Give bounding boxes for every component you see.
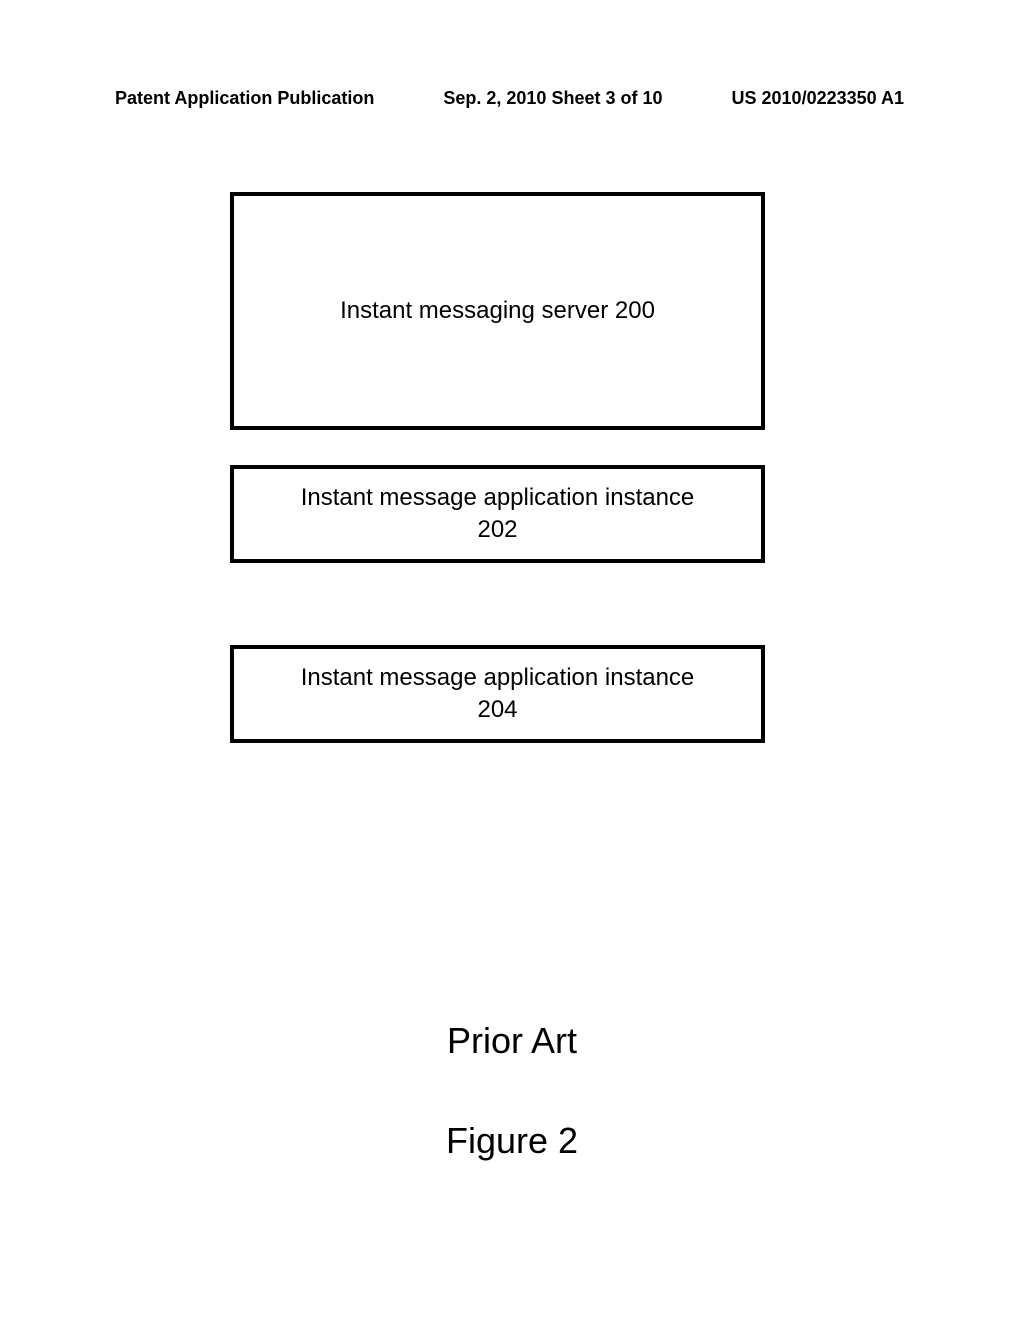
caption-prior-art: Prior Art xyxy=(0,1020,1024,1062)
diagram-box-instance-1: Instant message application instance202 xyxy=(230,465,765,563)
diagram-box-instance-2: Instant message application instance204 xyxy=(230,645,765,743)
header-publication-number: US 2010/0223350 A1 xyxy=(732,88,904,109)
diagram-box-instance-1-label: Instant message application instance202 xyxy=(301,482,695,547)
patent-page: Patent Application Publication Sep. 2, 2… xyxy=(0,0,1024,1320)
diagram-box-instance-2-label: Instant message application instance204 xyxy=(301,662,695,727)
page-header: Patent Application Publication Sep. 2, 2… xyxy=(0,88,1024,109)
diagram-box-server: Instant messaging server 200 xyxy=(230,192,765,430)
caption-figure-number: Figure 2 xyxy=(0,1120,1024,1162)
diagram-box-server-label: Instant messaging server 200 xyxy=(340,295,655,327)
header-publication-type: Patent Application Publication xyxy=(115,88,374,109)
header-date-sheet: Sep. 2, 2010 Sheet 3 of 10 xyxy=(443,88,662,109)
